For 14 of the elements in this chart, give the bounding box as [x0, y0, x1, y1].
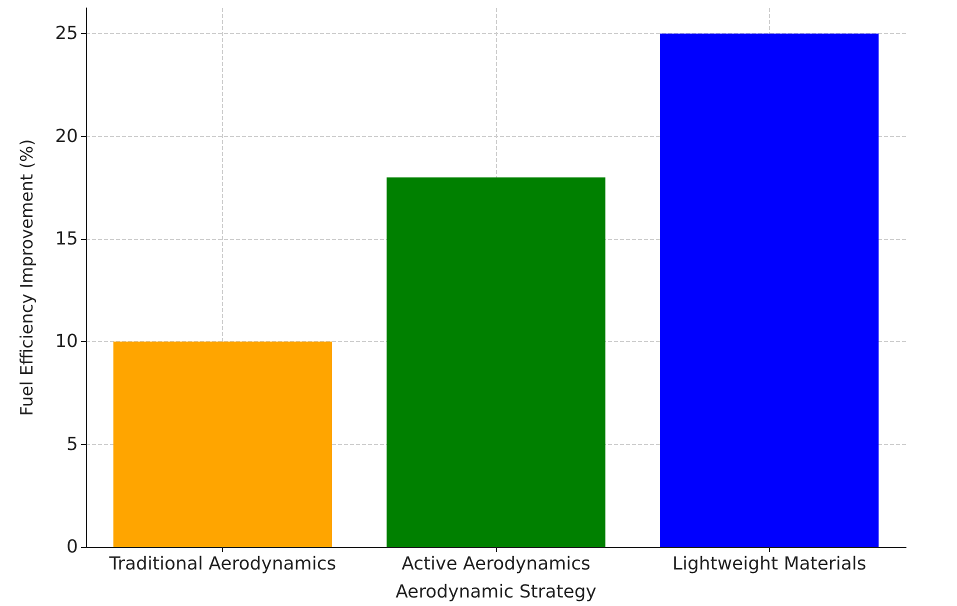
y-axis-title: Fuel Efficiency Improvement (%) — [18, 139, 38, 416]
x-tick-label: Traditional Aerodynamics — [108, 554, 336, 574]
x-axis-title: Aerodynamic Strategy — [396, 582, 597, 602]
y-tick-label: 15 — [55, 228, 78, 250]
y-tick-label: 5 — [66, 434, 78, 455]
x-tick-label: Active Aerodynamics — [402, 554, 590, 574]
y-tick-label: 20 — [55, 126, 78, 147]
bar — [386, 177, 606, 547]
y-tick-label: 10 — [55, 331, 78, 352]
y-tick-label: 0 — [66, 536, 78, 558]
bar — [113, 342, 332, 547]
y-tick-label: 25 — [55, 23, 78, 44]
bar — [660, 34, 879, 547]
x-tick-label: Lightweight Materials — [672, 554, 866, 574]
